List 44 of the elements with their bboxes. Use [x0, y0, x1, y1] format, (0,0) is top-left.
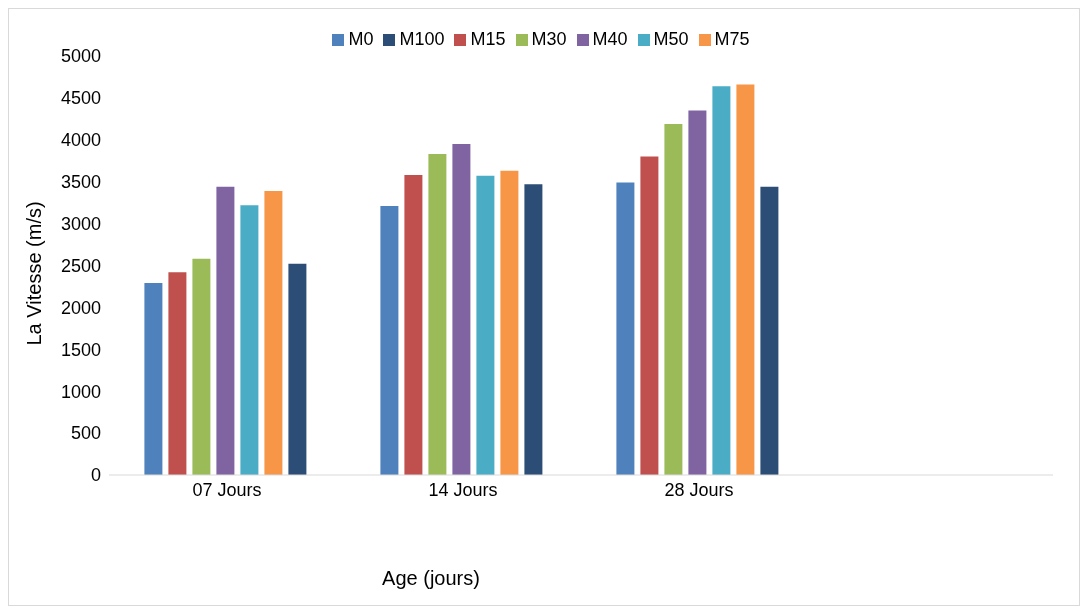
bar	[524, 184, 543, 475]
bar	[192, 258, 211, 475]
bar	[500, 170, 519, 475]
x-tick-label: 14 Jours	[428, 479, 498, 500]
bar	[712, 86, 731, 475]
y-tick-label: 500	[70, 423, 101, 444]
x-tick-label: 28 Jours	[664, 479, 734, 500]
bar	[640, 156, 659, 475]
y-tick-label: 3000	[60, 213, 101, 234]
y-tick-label: 0	[90, 465, 101, 486]
bar	[760, 186, 779, 475]
legend-label: M30	[531, 29, 567, 49]
y-axis-title: La Vitesse (m/s)	[23, 201, 46, 346]
x-axis-title: Age (jours)	[382, 567, 480, 589]
y-tick-label: 4000	[60, 130, 101, 151]
y-tick-label: 3500	[60, 172, 101, 193]
legend-label: M40	[592, 29, 628, 49]
bar	[288, 263, 307, 475]
bar	[428, 154, 447, 475]
bar	[240, 205, 259, 475]
bar	[616, 182, 635, 475]
y-tick-label: 2000	[60, 297, 101, 318]
y-tick-label: 1500	[60, 339, 101, 360]
bar	[380, 206, 399, 475]
bar	[476, 175, 495, 475]
legend-label: M75	[714, 29, 750, 49]
x-tick-label: 07 Jours	[192, 479, 262, 500]
bar	[404, 175, 423, 475]
bar	[736, 84, 755, 475]
y-tick-label: 4500	[60, 88, 101, 109]
legend-label: M15	[470, 29, 506, 49]
bar	[452, 143, 471, 475]
bar	[168, 272, 187, 475]
legend-label: M100	[399, 29, 445, 49]
bar	[688, 110, 707, 475]
bar	[264, 190, 283, 475]
y-tick-label: 2500	[60, 255, 101, 276]
legend-label: M0	[348, 29, 374, 49]
bar	[664, 123, 683, 475]
y-tick-label: 1000	[60, 381, 101, 402]
y-tick-label: 5000	[60, 46, 101, 67]
legend-label: M50	[653, 29, 689, 49]
bar	[144, 283, 163, 475]
bar	[216, 186, 235, 475]
